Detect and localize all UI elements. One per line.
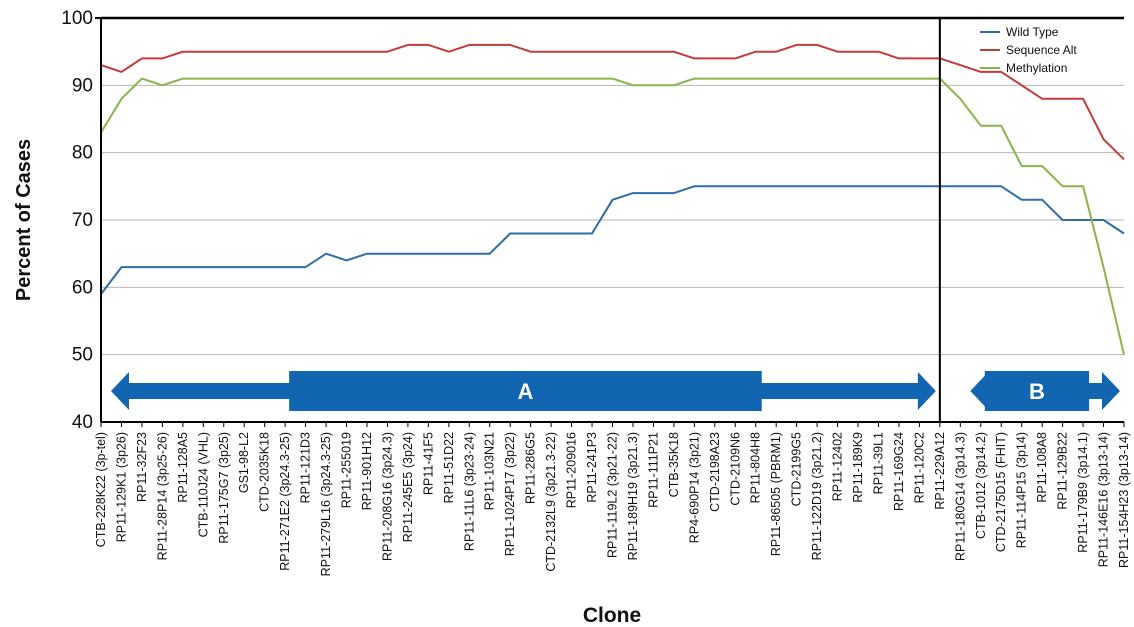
x-tick-label-37: RP11-189K9 bbox=[851, 432, 865, 503]
x-tick-label-45: RP11-114P15 (3p14) bbox=[1015, 432, 1029, 548]
x-tick-label-2: RP11-32F23 bbox=[135, 432, 149, 502]
x-tick-label-5: CTB-110J24 (VHL) bbox=[196, 432, 210, 537]
x-tick-label-40: RP11-120C2 bbox=[912, 432, 926, 503]
y-tick-label-6: 100 bbox=[61, 8, 93, 29]
y-tick-label-0: 40 bbox=[72, 412, 93, 433]
legend-label-0: Wild Type bbox=[1006, 25, 1059, 39]
x-axis-label: Clone bbox=[583, 604, 641, 627]
x-tick-label-29: RP4-690P14 (3p21) bbox=[687, 432, 701, 543]
y-tick-label-2: 60 bbox=[72, 277, 93, 298]
x-tick-label-39: RP11-169G24 bbox=[892, 432, 906, 511]
x-tick-label-47: RP11-129B22 bbox=[1056, 432, 1070, 510]
y-tick-label-1: 50 bbox=[72, 345, 93, 366]
series-lines bbox=[101, 45, 1124, 355]
x-tick-label-48: RP11-179B9 (3p14.1) bbox=[1076, 432, 1090, 553]
x-tick-label-42: RP11-180G14 (3p14.3) bbox=[953, 432, 967, 561]
x-tick-label-43: CTB-1012 (3p14.2) bbox=[974, 432, 988, 539]
x-tick-label-31: CTD-2109N6 bbox=[728, 432, 742, 506]
x-tick-label-32: RP11-804H8 bbox=[749, 432, 763, 503]
x-tick-label-41: RP11-229A12 bbox=[933, 432, 947, 510]
x-tick-label-13: RP11-901H12 bbox=[360, 432, 374, 510]
legend-label-1: Sequence Alt bbox=[1006, 43, 1077, 57]
x-tick-label-24: RP11-241P3 bbox=[585, 432, 599, 503]
series-line-methylation bbox=[101, 79, 1124, 355]
x-tick-label-30: CTD-2198A23 bbox=[708, 432, 722, 512]
band-B: B bbox=[970, 371, 1120, 411]
x-tick-label-44: CTD-2175D15 (FHIT) bbox=[994, 432, 1008, 552]
x-tick-label-19: RP11-103N21 bbox=[483, 432, 497, 510]
x-tick-labels: CTB-228K22 (3p-tel) RP11-129K1 (3p26) RP11… bbox=[94, 422, 1131, 576]
y-tick-label-4: 80 bbox=[72, 143, 93, 164]
x-tick-label-25: RP11-119L2 (3p21-22) bbox=[606, 432, 620, 558]
x-tick-label-46: RP11-108A8 bbox=[1035, 432, 1049, 503]
y-tick-label-3: 70 bbox=[72, 210, 93, 231]
x-tick-label-4: RP11-128A5 bbox=[176, 432, 190, 503]
x-tick-label-14: RP11-208G16 (3p24.3) bbox=[380, 432, 394, 561]
x-tick-label-23: RP11-209016 bbox=[565, 432, 579, 508]
x-tick-label-38: RP11-39L1 bbox=[872, 432, 886, 494]
x-tick-label-26: RP11-189H19 (3p21.3) bbox=[626, 432, 640, 560]
y-axis-label: Percent of Cases bbox=[13, 139, 35, 301]
x-tick-label-8: CTD-2035K18 bbox=[258, 432, 272, 512]
x-tick-label-6: RP11-175G7 (3p25) bbox=[217, 432, 231, 544]
x-tick-label-27: RP11-111P21 bbox=[646, 432, 660, 508]
x-tick-label-3: RP11-28P14 (3p25-26) bbox=[155, 432, 169, 560]
x-tick-label-21: RP11-286G5 bbox=[524, 432, 538, 504]
x-tick-label-33: RP11-86505 (PBRM1) bbox=[769, 432, 783, 556]
x-tick-label-1: RP11-129K1 (3p26) bbox=[115, 432, 129, 542]
band-label-B: B bbox=[1029, 379, 1045, 404]
legend: Wild Type Sequence Alt Methylation bbox=[980, 25, 1077, 75]
x-tick-label-0: CTB-228K22 (3p-tel) bbox=[94, 432, 108, 547]
legend-label-2: Methylation bbox=[1006, 61, 1067, 75]
x-tick-label-18: RP11-11L6 (3p23-24) bbox=[462, 432, 476, 551]
band-label-A: A bbox=[517, 379, 533, 404]
y-tick-label-5: 90 bbox=[72, 75, 93, 96]
x-tick-label-36: RP11-12402 bbox=[831, 432, 845, 501]
x-tick-label-9: RP11-271E2 (3p24.3-25) bbox=[278, 432, 292, 571]
x-tick-label-11: RP11-279L16 (3p24.3-25) bbox=[319, 432, 333, 576]
x-tick-label-16: RP11-41F5 bbox=[421, 432, 435, 495]
y-tick-labels: 40 50 60 70 80 90 100 bbox=[61, 8, 93, 433]
x-tick-label-7: GS1-98-L2 bbox=[237, 432, 251, 493]
x-tick-label-34: CTD-2199G5 bbox=[790, 432, 804, 506]
x-tick-label-12: RP11-255019 bbox=[340, 432, 354, 508]
x-tick-label-20: RP11-1024P17 (3p22) bbox=[503, 432, 517, 556]
x-tick-label-22: CTD-2132L9 (3p21.3-22) bbox=[544, 432, 558, 572]
band-A: A bbox=[111, 371, 936, 411]
x-tick-label-49: RP11-146E16 (3p13-14) bbox=[1097, 432, 1111, 567]
series-line-sequence-alt bbox=[101, 45, 1124, 159]
x-tick-label-10: RP11-121D3 bbox=[299, 432, 313, 503]
x-tick-label-35: RP11-122D19 (3p21.2) bbox=[810, 432, 824, 560]
x-tick-label-15: RP11-245E5 (3p24) bbox=[401, 432, 415, 542]
x-tick-label-28: CTB-35K18 bbox=[667, 432, 681, 497]
x-tick-label-17: RP11-51D22 bbox=[442, 432, 456, 503]
x-tick-label-50: RP11-154H23 (3p13-14) bbox=[1117, 432, 1131, 568]
grid-lines bbox=[101, 85, 1124, 354]
series-line-wild-type bbox=[101, 186, 1124, 294]
